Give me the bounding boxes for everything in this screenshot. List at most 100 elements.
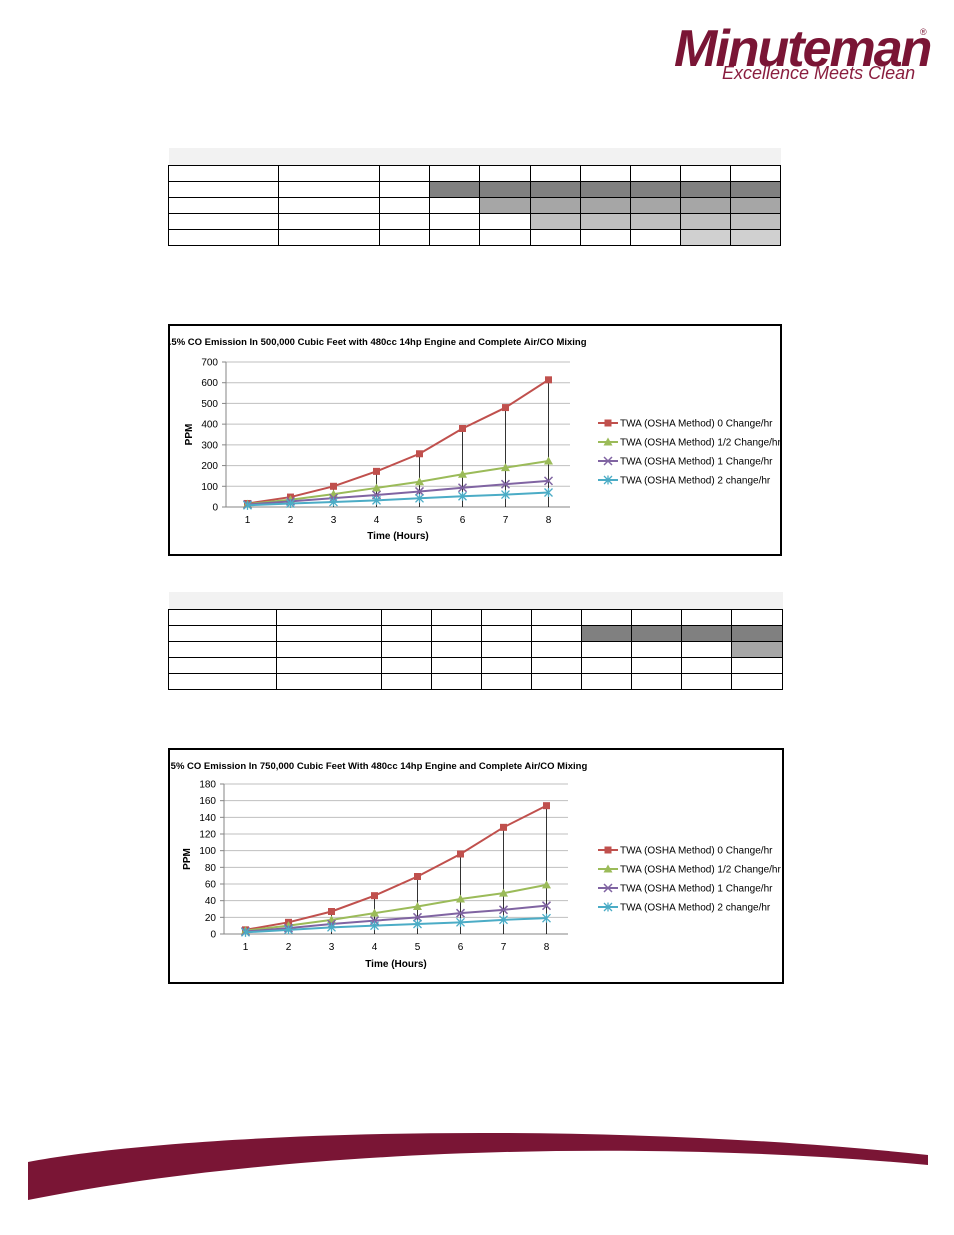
chart-750k-svg: 1.5% CO Emission In 750,000 Cubic Feet W…	[170, 761, 781, 970]
table-cell	[168, 609, 277, 626]
series-line	[245, 883, 547, 932]
table-cell	[531, 673, 582, 690]
marker-square	[604, 846, 612, 854]
table-cell	[680, 213, 731, 230]
marker-star	[284, 925, 293, 935]
marker-star	[499, 915, 508, 925]
y-tick-label: 140	[199, 813, 216, 824]
table-cell	[381, 657, 432, 674]
series-1	[241, 880, 551, 935]
table-cell	[431, 609, 482, 626]
table-cell	[429, 229, 480, 246]
marker-triangle	[415, 477, 424, 486]
table-cell	[381, 625, 432, 642]
table-cell	[580, 165, 631, 182]
marker-square	[330, 482, 337, 490]
brand-name: Minuteman	[674, 20, 932, 78]
y-tick-label: 80	[205, 863, 217, 874]
table-cell	[278, 197, 380, 214]
marker-star	[329, 497, 338, 507]
table-row	[168, 197, 781, 214]
table-cell	[681, 609, 732, 626]
table-cell	[630, 229, 681, 246]
marker-star	[542, 913, 551, 923]
data-table-750k	[168, 592, 783, 690]
legend-label: TWA (OSHA Method) 2 change/hr	[620, 476, 771, 487]
x-tick-label: 6	[460, 515, 466, 526]
table-cell	[580, 181, 631, 198]
series-line	[247, 460, 549, 506]
table-cell	[680, 181, 731, 198]
table-cell	[381, 673, 432, 690]
y-tick-label: 180	[199, 780, 216, 791]
marker-x	[414, 486, 425, 496]
table-cell	[168, 197, 279, 214]
table-cell	[631, 657, 682, 674]
marker-x	[603, 456, 613, 466]
legend-label: TWA (OSHA Method) 0 Change/hr	[620, 846, 773, 857]
x-tick-label: 5	[417, 515, 423, 526]
marker-square	[500, 823, 507, 831]
marker-star	[241, 927, 250, 937]
footer-swoosh	[28, 1132, 928, 1200]
x-tick-label: 1	[243, 942, 249, 953]
marker-square	[414, 873, 421, 880]
x-tick-label: 4	[374, 515, 380, 526]
table-cell	[276, 657, 382, 674]
series-line	[245, 917, 547, 934]
marker-star	[370, 921, 379, 931]
table-cell	[630, 197, 681, 214]
chart-500k-svg: 1.5% CO Emission In 500,000 Cubic Feet w…	[170, 337, 780, 542]
legend-entry: TWA (OSHA Method) 1/2 Change/hr	[598, 437, 780, 449]
legend-label: TWA (OSHA Method) 1/2 Change/hr	[620, 438, 780, 449]
legend-entry: TWA (OSHA Method) 2 change/hr	[598, 475, 771, 487]
table-cell	[681, 657, 732, 674]
table-cell	[481, 657, 532, 674]
x-tick-label: 7	[503, 515, 509, 526]
table-cell	[581, 625, 632, 642]
table-cell	[530, 229, 581, 246]
table-cell	[730, 229, 781, 246]
legend-label: TWA (OSHA Method) 1 Change/hr	[620, 884, 773, 895]
table-cell	[581, 641, 632, 658]
table-cell	[481, 641, 532, 658]
y-tick-label: 20	[205, 913, 217, 924]
legend-entry: TWA (OSHA Method) 1/2 Change/hr	[598, 864, 781, 876]
series-line	[247, 491, 549, 507]
table-cell	[379, 197, 430, 214]
y-tick-label: 300	[201, 440, 218, 451]
marker-square	[328, 908, 335, 915]
y-tick-label: 0	[212, 503, 218, 514]
marker-star	[603, 475, 613, 485]
table-cell	[730, 197, 781, 214]
x-tick-label: 5	[415, 942, 421, 953]
table-cell	[731, 609, 783, 626]
table-cell	[631, 673, 682, 690]
marker-triangle	[603, 864, 613, 873]
table-cell	[479, 181, 531, 198]
table-cell	[481, 609, 532, 626]
marker-triangle	[458, 469, 467, 478]
x-tick-label: 3	[329, 942, 335, 953]
legend-label: TWA (OSHA Method) 1/2 Change/hr	[620, 865, 781, 876]
y-tick-label: 400	[201, 420, 218, 431]
x-tick-label: 2	[286, 942, 292, 953]
table-cell	[276, 641, 382, 658]
table-cell	[530, 165, 581, 182]
legend-entry: TWA (OSHA Method) 0 Change/hr	[598, 419, 773, 430]
x-tick-label: 3	[331, 515, 337, 526]
table-cell	[168, 673, 277, 690]
marker-star	[372, 495, 381, 505]
marker-star	[327, 922, 336, 932]
table-cell	[431, 673, 482, 690]
marker-triangle	[603, 437, 613, 446]
table-cell	[530, 181, 581, 198]
series-line	[247, 479, 549, 506]
table-cell	[630, 213, 681, 230]
table-cell	[168, 657, 277, 674]
brand-tagline: Excellence Meets Clean	[722, 63, 916, 83]
marker-x	[543, 476, 554, 486]
table-cell	[630, 181, 681, 198]
legend-label: TWA (OSHA Method) 2 change/hr	[620, 903, 771, 914]
marker-square	[604, 419, 612, 427]
